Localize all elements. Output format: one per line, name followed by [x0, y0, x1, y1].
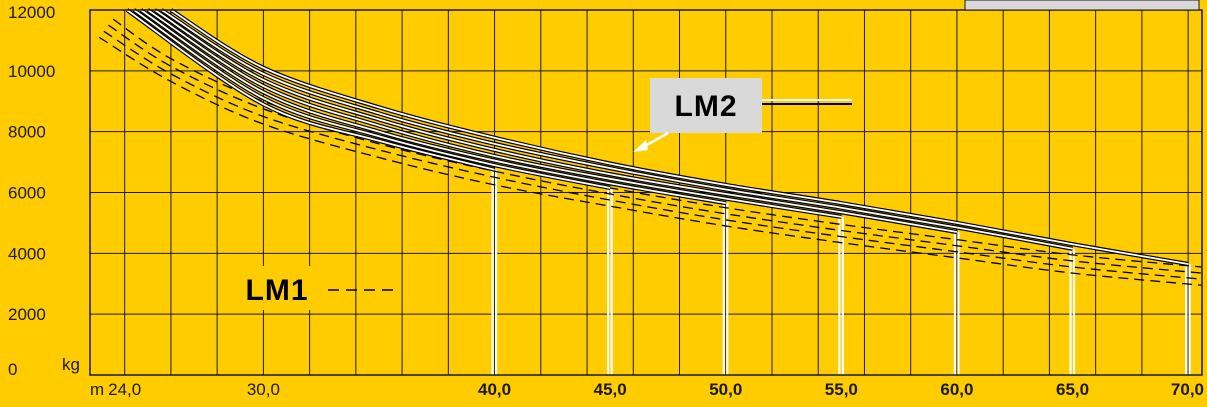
lm1-label-box [235, 266, 319, 310]
x-tick-label: 40,0 [478, 380, 511, 399]
lm1-series-group [98, 18, 1203, 286]
y-tick-label: 0 [8, 360, 17, 379]
x-tick-label: 45,0 [594, 380, 627, 399]
x-axis-ticks: 24,0 30,0 40,0 45,0 50,0 55,0 60,0 65,0 70,0 [108, 380, 1204, 399]
lm2-series-line [161, 9, 1073, 250]
y-axis-unit: kg [62, 355, 80, 374]
lm2-series-line [147, 9, 842, 218]
lm2-series-line [140, 9, 726, 205]
lm2-series-line [170, 9, 1189, 265]
lm2-label: LM2 [633, 78, 852, 152]
lm2-series-line [154, 9, 958, 233]
y-axis-ticks: 0 2000 4000 6000 8000 10000 12000 [8, 3, 55, 379]
lm1-series-line [108, 24, 1203, 274]
lm1-series-line [103, 30, 1203, 280]
x-tick-label: 24,0 [108, 380, 141, 399]
y-tick-label: 10000 [8, 62, 55, 81]
y-tick-label: 8000 [8, 123, 46, 142]
boom-length-droplines [491, 169, 1191, 375]
lm1-label-text: LM1 [246, 274, 309, 307]
y-tick-label: 2000 [8, 305, 46, 324]
lm1-series-line [98, 36, 1203, 286]
lm2-label-box [650, 78, 762, 133]
x-tick-label: 55,0 [825, 380, 858, 399]
y-tick-label: 12000 [8, 3, 55, 22]
x-tick-label: 60,0 [940, 380, 973, 399]
lm1-label: LM1 [235, 266, 398, 310]
y-tick-label: 6000 [8, 184, 46, 203]
x-tick-label: 70,0 [1171, 380, 1204, 399]
corner-panel [964, 0, 1200, 11]
lm1-series-line [112, 18, 1203, 268]
lm2-series-line [133, 9, 611, 189]
x-tick-label: 30,0 [247, 380, 280, 399]
x-tick-label: 50,0 [709, 380, 742, 399]
lm2-label-text: LM2 [675, 90, 738, 123]
x-tick-label: 65,0 [1056, 380, 1089, 399]
plot-frame [89, 9, 1203, 376]
lm2-series-group [125, 8, 1189, 267]
lm2-arrow-head [633, 140, 648, 152]
x-axis-unit: m [90, 380, 104, 399]
y-tick-label: 4000 [8, 244, 46, 263]
lm2-series-line [126, 9, 495, 171]
